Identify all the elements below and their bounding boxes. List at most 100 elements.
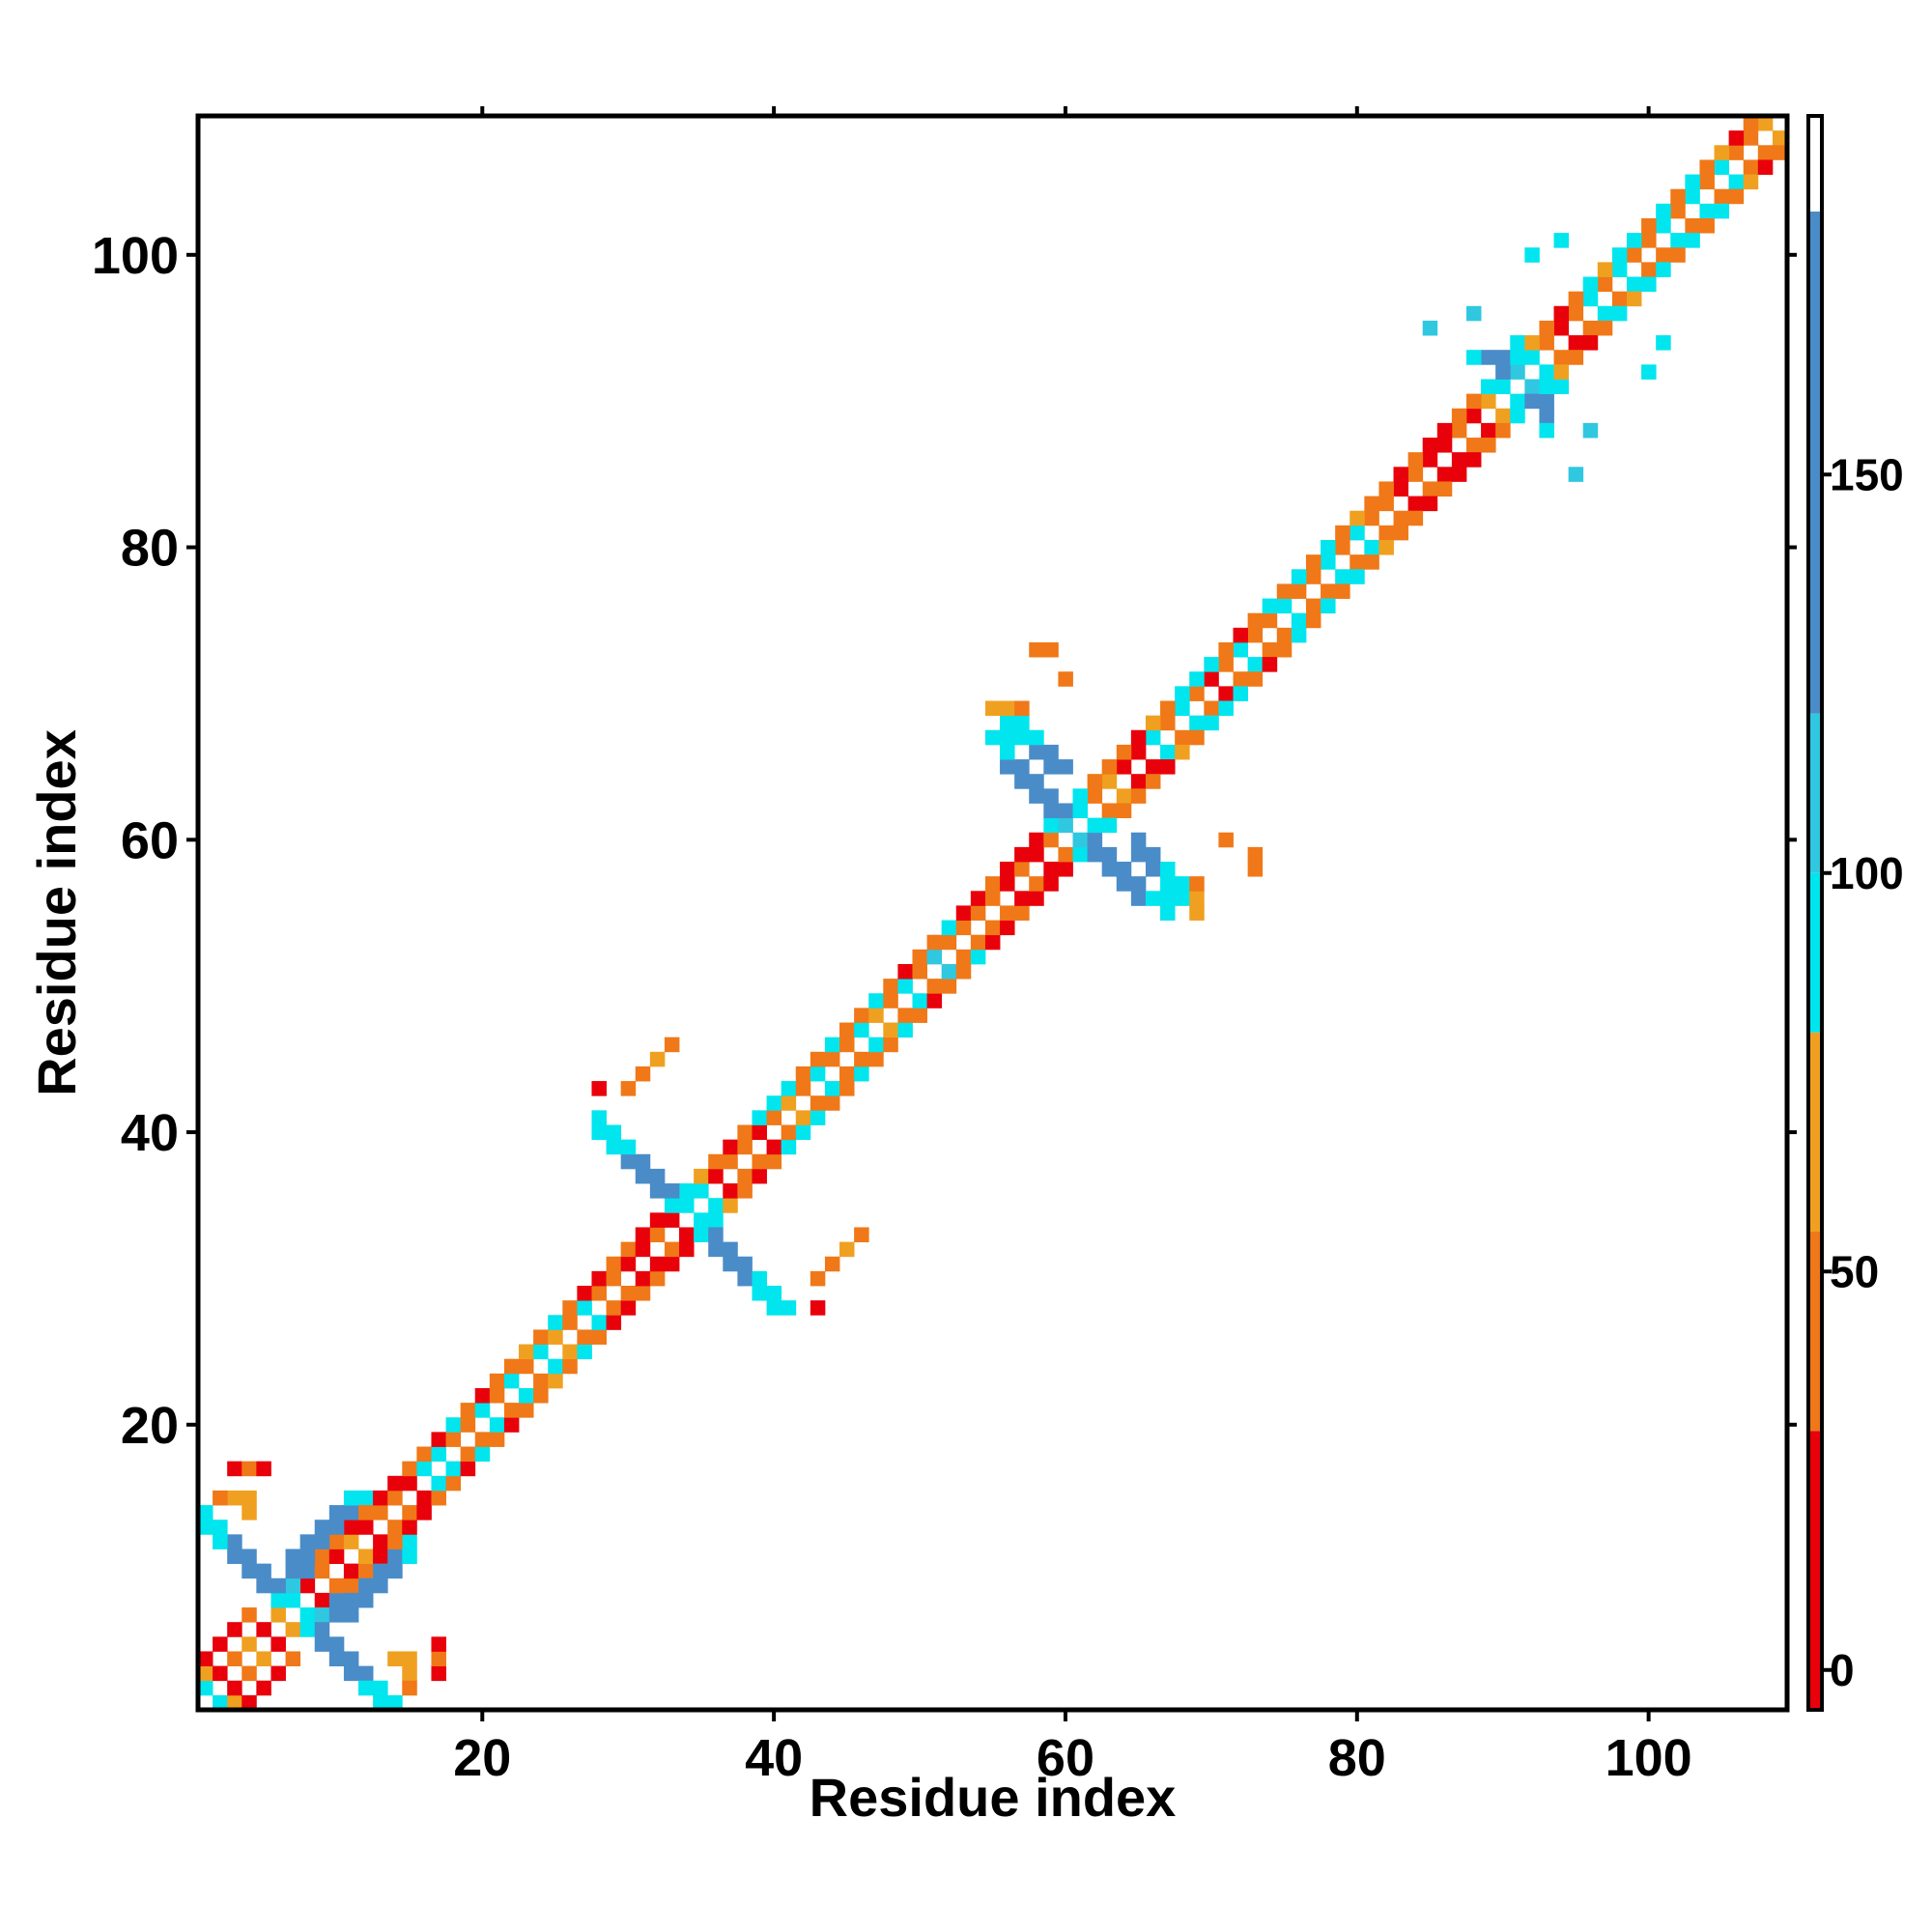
heatmap-cell	[562, 1344, 578, 1360]
heatmap-cell	[1000, 905, 1015, 921]
heatmap-cell	[1116, 876, 1132, 892]
heatmap-cell	[635, 1153, 651, 1170]
heatmap-cell	[1611, 262, 1628, 277]
heatmap-cell	[533, 1329, 549, 1345]
heatmap-cell	[1145, 729, 1161, 746]
heatmap-cell	[1130, 774, 1147, 789]
heatmap-cell	[1422, 452, 1438, 468]
heatmap-cell	[664, 1037, 680, 1053]
heatmap-cell	[1728, 188, 1745, 205]
heatmap-cell	[1378, 539, 1394, 555]
heatmap-cell	[635, 1286, 651, 1301]
heatmap-cell	[445, 1461, 462, 1477]
heatmap-cell	[373, 1505, 388, 1520]
heatmap-cell	[883, 993, 898, 1009]
heatmap-cell	[1728, 130, 1745, 146]
heatmap-cell	[1321, 554, 1336, 570]
heatmap-cell	[1656, 247, 1671, 263]
heatmap-cell	[1364, 539, 1379, 555]
heatmap-cell	[1029, 788, 1044, 804]
heatmap-cell	[1641, 217, 1657, 234]
colorbar-band	[1808, 1032, 1822, 1232]
heatmap-cell	[1626, 291, 1642, 307]
heatmap-cell	[1145, 759, 1161, 775]
heatmap-cell	[1247, 846, 1264, 863]
heatmap-cell	[1029, 641, 1044, 658]
heatmap-cell	[1247, 657, 1264, 672]
heatmap-cell	[868, 1051, 884, 1067]
heatmap-cell	[213, 1490, 228, 1506]
heatmap-cell	[591, 1286, 607, 1301]
heatmap-cell	[1000, 759, 1015, 775]
heatmap-cell	[1364, 496, 1379, 512]
heatmap-cell	[723, 1153, 738, 1170]
heatmap-cell	[402, 1461, 417, 1477]
heatmap-cell	[606, 1124, 622, 1141]
y-axis-title: Residue index	[26, 729, 87, 1096]
heatmap-cell	[984, 729, 1001, 746]
heatmap-cell	[503, 1403, 520, 1418]
heatmap-cell	[810, 1051, 826, 1067]
heatmap-cell	[387, 1520, 403, 1535]
heatmap-cell	[1393, 510, 1409, 526]
heatmap-cell	[606, 1315, 622, 1330]
heatmap-cell	[1714, 188, 1730, 205]
heatmap-cell	[1568, 467, 1584, 482]
heatmap-cell	[242, 1490, 257, 1506]
heatmap-cell	[708, 1227, 724, 1242]
heatmap-cell	[839, 1081, 855, 1096]
heatmap-cell	[416, 1446, 432, 1463]
heatmap-cell	[299, 1534, 316, 1549]
heatmap-cell	[387, 1548, 403, 1565]
heatmap-cell	[1204, 700, 1219, 717]
heatmap-cell	[591, 1315, 607, 1330]
heatmap-cell	[519, 1403, 534, 1418]
heatmap-cell	[1364, 554, 1379, 570]
heatmap-cell	[1072, 803, 1088, 819]
heatmap-cell	[1014, 729, 1030, 746]
colorbar: 0 50 100 150	[1806, 114, 1904, 1712]
heatmap-cell	[1699, 217, 1715, 234]
heatmap-cell	[737, 1183, 753, 1199]
heatmap-cell	[1568, 350, 1584, 365]
heatmap-cell	[1436, 438, 1453, 453]
heatmap-cell	[1160, 876, 1176, 892]
heatmap-cell	[431, 1432, 446, 1447]
heatmap-cell	[1233, 671, 1249, 687]
heatmap-cell	[227, 1548, 242, 1565]
heatmap-cell	[1101, 759, 1118, 775]
heatmap-cell	[577, 1300, 592, 1316]
heatmap-cell	[1422, 481, 1438, 497]
heatmap-cell	[1101, 846, 1118, 863]
heatmap-cell	[635, 1270, 651, 1287]
heatmap-cell	[1699, 174, 1715, 190]
heatmap-cell	[1247, 862, 1264, 877]
heatmap-cell	[737, 1139, 753, 1155]
heatmap-cell	[548, 1358, 563, 1375]
heatmap-cell	[373, 1694, 388, 1711]
heatmap-cell	[1204, 715, 1219, 731]
heatmap-cell	[270, 1592, 286, 1608]
heatmap-cell	[270, 1636, 286, 1652]
heatmap-cell	[1335, 569, 1350, 584]
heatmap-cell	[1714, 203, 1730, 219]
heatmap-cell	[984, 876, 1001, 892]
heatmap-cell	[1000, 920, 1015, 936]
heatmap-cell	[373, 1563, 388, 1579]
heatmap-cell	[897, 1022, 913, 1038]
heatmap-cell	[1728, 174, 1745, 190]
heatmap-cell	[1378, 525, 1394, 541]
heatmap-cell	[1014, 846, 1030, 863]
heatmap-cell	[752, 1168, 767, 1184]
heatmap-cell	[955, 920, 972, 936]
heatmap-cell	[1291, 612, 1307, 629]
heatmap-cell	[343, 1592, 359, 1608]
heatmap-cell	[343, 1520, 359, 1535]
heatmap-cell	[941, 979, 957, 994]
heatmap-cell	[1145, 715, 1161, 731]
heatmap-cell	[1058, 846, 1073, 863]
heatmap-cell	[402, 1651, 417, 1666]
heatmap-cell	[198, 1651, 213, 1666]
heatmap-cell	[328, 1651, 345, 1666]
heatmap-cell	[1160, 700, 1176, 717]
